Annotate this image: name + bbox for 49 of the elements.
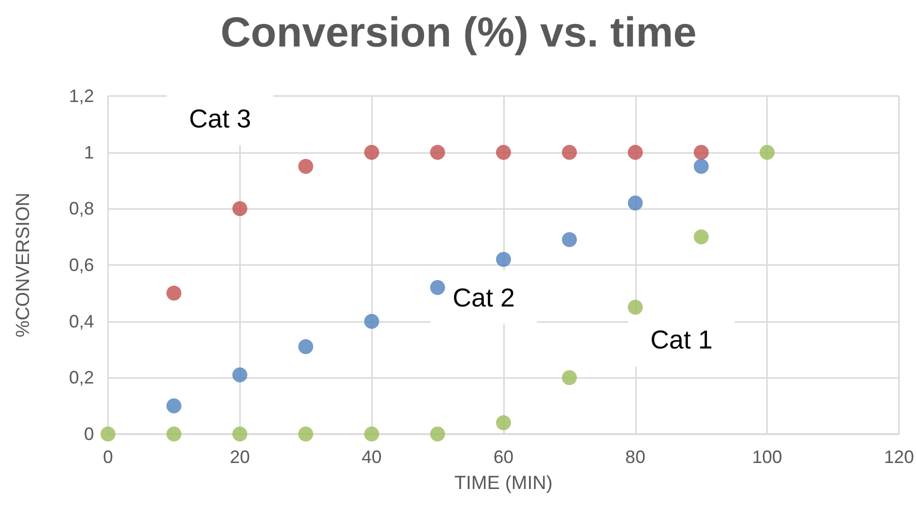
point — [694, 158, 709, 174]
x-tick-label: 60 — [493, 447, 514, 467]
y-tick-label: 1 — [84, 142, 94, 162]
x-tick-label: 0 — [102, 447, 114, 467]
y-tick-label: 0,4 — [68, 311, 94, 332]
point — [430, 426, 446, 442]
y-axis-title: %CONVERSION — [13, 192, 34, 338]
point — [760, 144, 775, 160]
x-tick-label: 100 — [752, 447, 782, 467]
point — [562, 370, 577, 386]
point — [496, 144, 511, 160]
y-tick-label: 0,8 — [68, 198, 94, 219]
point — [628, 144, 643, 160]
point — [100, 426, 116, 442]
point — [628, 300, 643, 315]
point — [232, 426, 248, 442]
point — [430, 144, 446, 160]
point — [298, 158, 314, 174]
x-tick-label: 80 — [625, 447, 646, 467]
point — [298, 339, 314, 354]
point — [628, 196, 643, 211]
point — [364, 426, 380, 442]
point — [166, 286, 182, 301]
point — [232, 201, 248, 216]
y-tick-label: 1,2 — [68, 86, 94, 106]
point — [232, 367, 248, 382]
point — [562, 144, 577, 160]
point — [298, 426, 314, 442]
point — [694, 229, 709, 244]
point — [496, 252, 511, 267]
point — [364, 314, 380, 329]
point — [364, 144, 380, 160]
point — [496, 415, 511, 430]
point — [166, 398, 182, 414]
series-label: Cat 1 — [650, 324, 713, 355]
x-tick-label: 20 — [230, 447, 250, 467]
y-tick-label: 0,6 — [68, 255, 94, 275]
point — [166, 426, 182, 442]
y-tick-label: 0 — [84, 424, 94, 444]
x-tick-label: 120 — [884, 447, 914, 467]
y-tick-label: 0,2 — [68, 368, 94, 388]
x-tick-label: 40 — [362, 447, 382, 467]
text: Cat 3 — [188, 104, 252, 134]
point — [430, 280, 446, 296]
series-label: Cat 2 — [452, 282, 515, 312]
x-axis-title: TIME (MIN) — [454, 473, 553, 494]
point — [562, 232, 577, 248]
chart-title: Conversion (%) vs. time — [220, 8, 697, 56]
point — [694, 144, 709, 160]
